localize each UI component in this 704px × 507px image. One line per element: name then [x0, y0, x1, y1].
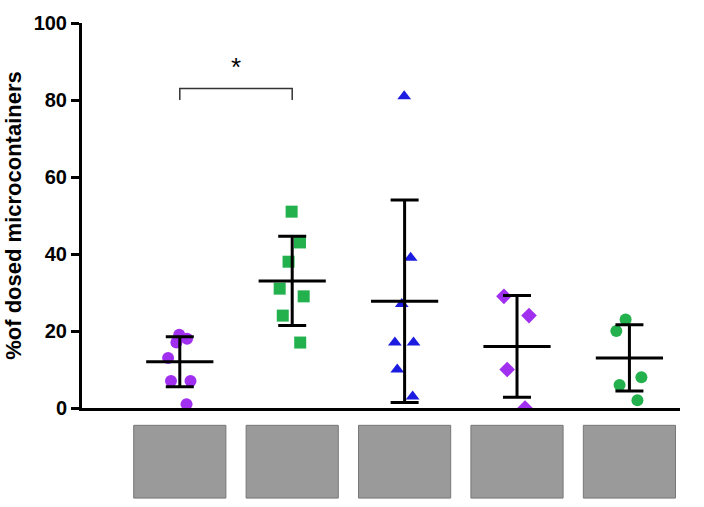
svg-text:40: 40: [45, 243, 67, 265]
svg-text:0: 0: [56, 397, 67, 419]
svg-text:%of dosed microcontainers: %of dosed microcontainers: [1, 71, 26, 360]
svg-text:100: 100: [34, 12, 67, 34]
svg-text:60: 60: [45, 166, 67, 188]
svg-text:*: *: [231, 52, 241, 82]
svg-text:20: 20: [45, 320, 67, 342]
svg-text:80: 80: [45, 89, 67, 111]
